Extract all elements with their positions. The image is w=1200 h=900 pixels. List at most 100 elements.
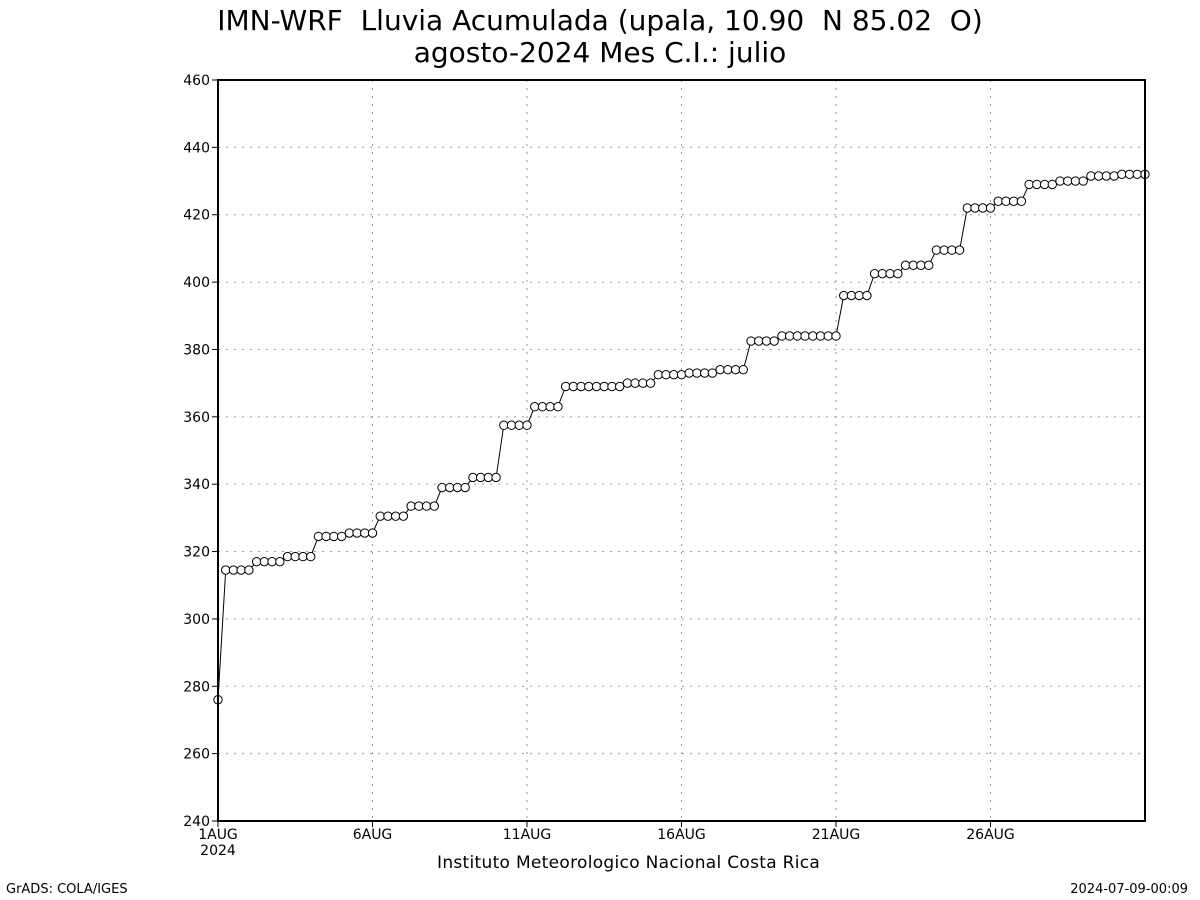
data-point (1008, 196, 1019, 206)
y-tick-label: 420 (183, 208, 210, 224)
data-point (692, 368, 702, 378)
data-point (1055, 176, 1065, 186)
data-point (591, 381, 602, 392)
data-point (699, 368, 710, 378)
data-point (931, 245, 942, 255)
data-point (877, 268, 888, 279)
footer-software-credit: GrADS: COLA/IGES (6, 882, 128, 897)
data-point (414, 501, 424, 511)
data-point (1109, 171, 1119, 181)
data-point (993, 196, 1003, 206)
data-point (939, 245, 949, 255)
data-point (313, 531, 324, 542)
data-point (846, 290, 857, 301)
x-tick-label: 21AUG (812, 827, 861, 843)
data-point (329, 531, 339, 542)
data-point (715, 364, 725, 375)
data-points (213, 169, 1150, 705)
data-point (298, 551, 308, 562)
data-point (530, 402, 540, 412)
data-point (746, 336, 756, 346)
data-point (962, 203, 973, 213)
data-point (1093, 171, 1104, 181)
data-point (236, 565, 246, 575)
data-point (1047, 179, 1058, 190)
data-point (839, 290, 849, 301)
data-point (924, 260, 934, 270)
data-point (282, 551, 293, 562)
data-point (630, 378, 640, 388)
data-point (1039, 179, 1050, 190)
data-point (1086, 171, 1096, 181)
data-point (375, 511, 385, 521)
x-tick-label: 16AUG (657, 827, 706, 843)
data-point (808, 331, 818, 341)
data-point (560, 381, 571, 392)
y-tick-label: 380 (183, 342, 210, 358)
data-point (506, 420, 517, 430)
data-point (352, 528, 362, 538)
data-point (244, 565, 254, 575)
data-point (1101, 171, 1112, 181)
data-point (800, 331, 810, 341)
data-point (390, 511, 401, 521)
data-point (599, 381, 609, 392)
data-point (854, 290, 864, 301)
data-point (545, 402, 555, 412)
data-point (568, 381, 579, 392)
data-point (638, 378, 648, 388)
data-point (221, 565, 231, 575)
data-point (1070, 176, 1081, 186)
data-point (421, 501, 432, 511)
data-point (1032, 179, 1042, 190)
y-tick-label: 360 (183, 410, 210, 426)
x-axis-label: Instituto Meteorologico Nacional Costa R… (437, 853, 821, 873)
y-tick-label: 300 (183, 612, 210, 628)
data-point (684, 368, 694, 378)
x-tick-label: 6AUG (353, 827, 393, 843)
data-point (429, 501, 439, 511)
y-tick-label: 260 (183, 747, 210, 763)
data-point (769, 336, 779, 346)
data-point (823, 331, 833, 341)
data-point (900, 260, 911, 270)
data-point (344, 528, 355, 538)
data-point (815, 331, 826, 341)
data-point (1078, 176, 1088, 186)
data-point (445, 482, 455, 493)
data-point (676, 370, 687, 380)
data-point (985, 203, 996, 213)
data-point (862, 290, 872, 301)
data-point (228, 565, 239, 575)
y-tick-label: 440 (183, 140, 210, 156)
data-point (738, 364, 748, 375)
data-point (947, 245, 957, 255)
y-axis: 240 260 280 300 320 340 360 380 400 420 440 460 (183, 73, 218, 830)
series-line (217, 173, 1145, 700)
data-point (553, 402, 563, 412)
data-point (1132, 169, 1142, 180)
data-point (1024, 179, 1034, 190)
data-point (514, 420, 524, 430)
data-point (869, 268, 880, 279)
data-point (522, 420, 532, 430)
data-point (336, 531, 347, 542)
data-point (707, 368, 718, 378)
data-point (259, 556, 270, 567)
data-point (499, 420, 509, 430)
footer-timestamp: 2024-07-09-00:09 (1070, 882, 1188, 897)
data-point (475, 472, 486, 483)
data-point (916, 260, 926, 270)
data-point (452, 482, 463, 493)
data-point (460, 482, 470, 493)
data-point (275, 556, 285, 567)
data-point (761, 336, 772, 346)
data-point (406, 501, 416, 511)
x-tick-label: 11AUG (503, 827, 552, 843)
y-tick-label: 240 (183, 814, 210, 830)
data-point (723, 364, 733, 375)
data-point (1124, 169, 1135, 180)
data-point (784, 331, 795, 341)
